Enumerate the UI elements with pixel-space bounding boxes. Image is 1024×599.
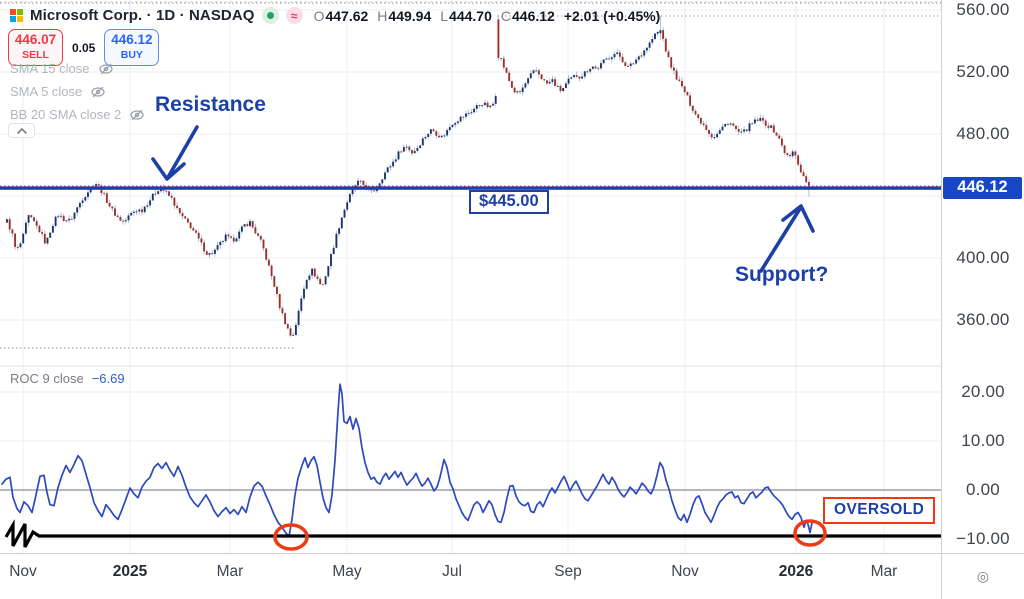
time-tick-label: Sep — [554, 563, 582, 580]
roc-legend[interactable]: ROC 9 close −6.69 — [10, 371, 125, 386]
time-tick-label: Mar — [870, 563, 898, 580]
circle-annotation-left — [273, 523, 309, 551]
chevron-up-icon — [16, 127, 27, 134]
resistance-arrow — [151, 125, 199, 181]
change-value: +2.01 (+0.45%) — [563, 7, 661, 24]
roc-indicator-label: ROC 9 close — [10, 371, 84, 386]
indicator-legend: SMA 15 close SMA 5 close BB 20 SMA close 2 — [10, 61, 145, 122]
axis-tick-label: 400.00 — [956, 248, 1010, 267]
eye-off-icon[interactable] — [90, 85, 106, 99]
resistance-annotation[interactable]: Resistance — [155, 93, 266, 116]
axis-tick-label: −10.00 — [956, 529, 1010, 548]
chart-header: Microsoft Corp. · 1D · NASDAQ ≈ O447.62 … — [10, 7, 660, 24]
eye-off-icon[interactable] — [98, 62, 114, 76]
ohlc-readout: O447.62 H449.94 L444.70 C446.12 +2.01 (+… — [314, 8, 661, 24]
time-tick-label: Mar — [216, 563, 244, 580]
axis-tick-label: 560.00 — [956, 0, 1010, 19]
axis-tick-label: 10.00 — [961, 431, 1005, 450]
market-open-status-icon[interactable] — [261, 7, 279, 24]
microsoft-logo-icon — [10, 9, 23, 22]
time-tick-label: 2025 — [112, 563, 148, 580]
collapse-legend-button[interactable] — [8, 123, 35, 138]
axis-settings-cell[interactable]: ◎ — [941, 553, 1024, 599]
time-axis[interactable]: Nov 2025 Mar May Jul Sep Nov 2026 Mar — [0, 553, 941, 599]
axis-tick-label: 20.00 — [961, 382, 1005, 401]
circle-annotation-right — [793, 519, 827, 547]
axis-tick-label: 480.00 — [956, 124, 1010, 143]
indicator-row[interactable]: BB 20 SMA close 2 — [10, 107, 145, 122]
indicator-row[interactable]: SMA 5 close — [10, 84, 145, 99]
earnings-alert-icon[interactable]: ≈ — [285, 7, 303, 24]
price-axis[interactable]: 446.12 560.00 520.00 480.00 400.00 360.00 20.… — [941, 0, 1024, 553]
axis-tick-label: 520.00 — [956, 62, 1010, 81]
roc-series — [1, 383, 813, 537]
low-value: L444.70 — [440, 7, 492, 24]
high-value: H449.94 — [377, 7, 432, 24]
oversold-label[interactable]: OVERSOLD — [823, 497, 936, 524]
support-arrow — [759, 204, 815, 273]
last-price-badge: 446.12 — [943, 177, 1022, 199]
trade-buttons: 446.07 SELL 0.05 446.12 BUY — [8, 29, 160, 66]
roc-value: −6.69 — [91, 371, 125, 386]
sell-button[interactable]: 446.07 SELL — [8, 29, 63, 66]
logo-square-yellow — [17, 16, 23, 22]
time-tick-label: Nov — [671, 563, 699, 580]
spread-value: 0.05 — [72, 40, 96, 55]
buy-button[interactable]: 446.12 BUY — [104, 29, 160, 66]
price-level-label[interactable]: $445.00 — [469, 190, 549, 214]
logo-square-green — [17, 9, 23, 15]
logo-square-blue — [10, 16, 16, 22]
symbol-title[interactable]: Microsoft Corp. · 1D · NASDAQ — [30, 7, 255, 24]
indicator-row[interactable]: SMA 15 close — [10, 61, 145, 76]
time-tick-label: 2026 — [778, 563, 814, 580]
time-tick-label: Nov — [9, 563, 37, 580]
crosshair-target-icon: ◎ — [976, 568, 990, 584]
axis-tick-label: 0.00 — [966, 480, 1000, 499]
support-resistance-ray — [0, 186, 941, 190]
oversold-threshold-line — [4, 519, 941, 548]
candlestick-series — [6, 14, 810, 337]
time-tick-label: May — [332, 563, 362, 580]
axis-tick-label: 360.00 — [956, 310, 1010, 329]
indicator-label: SMA 15 close — [10, 61, 90, 76]
eye-off-icon[interactable] — [129, 108, 145, 122]
open-value: O447.62 — [313, 7, 369, 24]
time-tick-label: Jul — [442, 563, 462, 580]
support-annotation[interactable]: Support? — [735, 263, 829, 286]
close-value: C446.12 — [500, 7, 555, 24]
indicator-label: SMA 5 close — [10, 84, 83, 99]
indicator-label: BB 20 SMA close 2 — [10, 107, 122, 122]
logo-square-red — [10, 9, 16, 15]
